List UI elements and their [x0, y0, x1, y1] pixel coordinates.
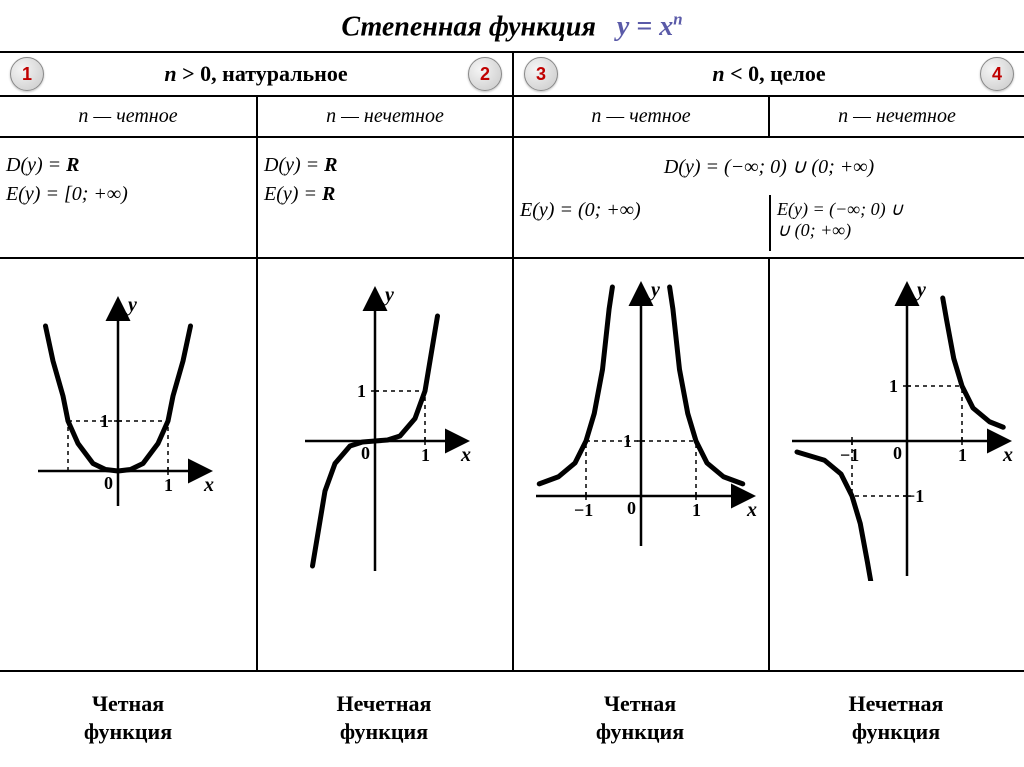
graph-cell-1: 0 x y 1 1 — [0, 259, 256, 670]
svg-text:−1: −1 — [574, 500, 593, 520]
graph-row: 0 x y 1 1 0 x y 1 1 0 x y −1 1 1 0 x y −1 1 1 −1 — [0, 259, 1024, 672]
svg-text:−1: −1 — [905, 486, 924, 506]
title-text: Степенная функция — [341, 11, 595, 42]
e-y-3: E(y) = (0; +∞) — [514, 195, 769, 251]
svg-text:1: 1 — [357, 381, 366, 401]
formula-cell-34: D(y) = (−∞; 0) ∪ (0; +∞) E(y) = (0; +∞) … — [512, 138, 1024, 257]
header-left-text: n > 0, натуральное — [164, 61, 347, 87]
formula-cell-2: D(y) = R E(y) = R — [256, 138, 512, 257]
svg-text:1: 1 — [889, 376, 898, 396]
svg-text:y: y — [649, 279, 660, 301]
header-right-text: n < 0, целое — [712, 61, 825, 87]
e-y-2: E(y) = R — [264, 183, 506, 206]
svg-text:0: 0 — [893, 443, 902, 463]
d-y-34: D(y) = (−∞; 0) ∪ (0; +∞) — [514, 144, 1024, 183]
svg-text:1: 1 — [623, 431, 632, 451]
svg-text:0: 0 — [104, 473, 113, 493]
caption-4: Нечетнаяфункция — [768, 672, 1024, 767]
badge-1: 1 — [10, 57, 44, 91]
svg-text:1: 1 — [164, 475, 173, 495]
formula-cell-1: D(y) = R E(y) = [0; +∞) — [0, 138, 256, 257]
svg-text:0: 0 — [627, 498, 636, 518]
graph-cell-3: 0 x y −1 1 1 — [512, 259, 768, 670]
title-formula: y = xn — [617, 11, 683, 42]
svg-text:x: x — [746, 499, 757, 521]
page-title: Степенная функция y = xn — [0, 0, 1024, 51]
e-y-4: E(y) = (−∞; 0) ∪∪ (0; +∞) — [769, 195, 1024, 251]
d-y-1: D(y) = R — [6, 154, 250, 177]
svg-text:y: y — [126, 294, 137, 316]
caption-2: Нечетнаяфункция — [256, 672, 512, 767]
subheader-4: n — нечетное — [768, 97, 1024, 136]
svg-text:−1: −1 — [840, 445, 859, 465]
svg-text:1: 1 — [958, 445, 967, 465]
graph-1: 0 x y 1 1 — [8, 271, 248, 581]
svg-text:1: 1 — [421, 445, 430, 465]
subheader-row: n — четное n — нечетное n — четное n — н… — [0, 97, 1024, 138]
graph-cell-2: 0 x y 1 1 — [256, 259, 512, 670]
badge-3: 3 — [524, 57, 558, 91]
graph-3: 0 x y −1 1 1 — [521, 271, 761, 581]
caption-row: Четнаяфункция Нечетнаяфункция Четнаяфунк… — [0, 672, 1024, 767]
svg-text:x: x — [203, 474, 214, 496]
graph-4: 0 x y −1 1 1 −1 — [777, 271, 1017, 581]
svg-text:1: 1 — [692, 500, 701, 520]
subheader-2: n — нечетное — [256, 97, 512, 136]
badge-4: 4 — [980, 57, 1014, 91]
page-root: Степенная функция y = xn 1 n > 0, натура… — [0, 0, 1024, 767]
graph-cell-4: 0 x y −1 1 1 −1 — [768, 259, 1024, 670]
caption-1: Четнаяфункция — [0, 672, 256, 767]
e-y-1: E(y) = [0; +∞) — [6, 183, 250, 206]
header-left: 1 n > 0, натуральное 2 — [0, 53, 512, 95]
caption-3: Четнаяфункция — [512, 672, 768, 767]
d-y-2: D(y) = R — [264, 154, 506, 177]
graph-2: 0 x y 1 1 — [265, 271, 505, 581]
subheader-1: n — четное — [0, 97, 256, 136]
header-right: 3 n < 0, целое 4 — [512, 53, 1024, 95]
svg-text:y: y — [915, 279, 926, 301]
svg-text:x: x — [1002, 444, 1013, 466]
badge-2: 2 — [468, 57, 502, 91]
svg-text:0: 0 — [361, 443, 370, 463]
header-row: 1 n > 0, натуральное 2 3 n < 0, целое 4 — [0, 51, 1024, 97]
subheader-3: n — четное — [512, 97, 768, 136]
formula-row: D(y) = R E(y) = [0; +∞) D(y) = R E(y) = … — [0, 138, 1024, 259]
svg-text:1: 1 — [100, 411, 109, 431]
svg-text:y: y — [383, 284, 394, 306]
svg-text:x: x — [460, 444, 471, 466]
